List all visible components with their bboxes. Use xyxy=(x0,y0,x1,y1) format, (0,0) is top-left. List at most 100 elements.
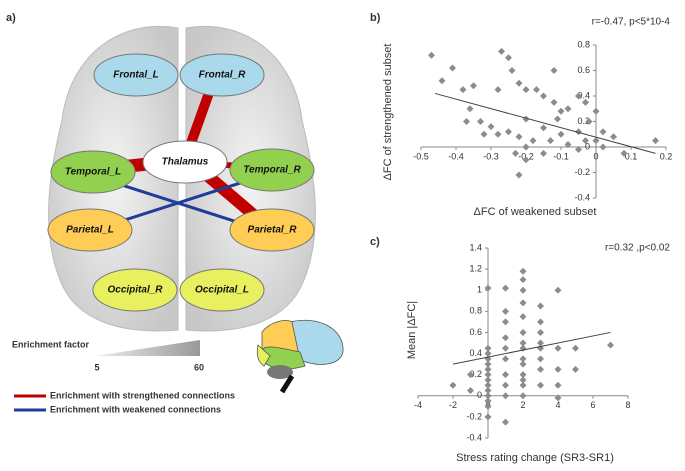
x-tick-label: 8 xyxy=(625,400,630,410)
node-label: Occipital_L xyxy=(195,285,249,296)
y-tick-label: -0.4 xyxy=(466,432,482,442)
x-tick-label: -4 xyxy=(414,400,422,410)
y-tick-label: -0.2 xyxy=(466,411,482,421)
x-tick-label: 4 xyxy=(555,400,560,410)
point xyxy=(428,51,435,59)
node xyxy=(229,148,315,192)
y-tick-label: 0.2 xyxy=(469,369,482,379)
point xyxy=(502,371,509,379)
panel-label: c) xyxy=(370,236,380,248)
point xyxy=(519,381,527,389)
point xyxy=(515,133,523,141)
point xyxy=(554,394,562,402)
y-tick-label: 0.2 xyxy=(577,116,590,126)
point xyxy=(572,365,579,373)
legend-title: Enrichment factor xyxy=(12,339,90,349)
point xyxy=(575,146,582,154)
panel-label: a) xyxy=(6,12,16,24)
point xyxy=(537,381,544,389)
point xyxy=(537,318,544,326)
node-label: Occipital_R xyxy=(107,285,163,296)
point xyxy=(554,115,561,123)
point xyxy=(512,149,519,157)
point xyxy=(502,344,509,352)
x-axis-label: Stress rating change (SR3-SR1) xyxy=(456,452,614,464)
node-label: Temporal_R xyxy=(243,165,301,176)
point xyxy=(592,137,600,145)
point xyxy=(564,105,572,113)
point xyxy=(592,107,600,115)
y-tick-label: 0 xyxy=(477,390,482,400)
node-label: Temporal_L xyxy=(65,167,121,178)
legend-label: Enrichment with strengthened connections xyxy=(50,390,235,400)
point xyxy=(459,86,467,94)
x-tick-label: -0.3 xyxy=(483,151,499,161)
point xyxy=(463,118,470,125)
node xyxy=(93,53,179,97)
point xyxy=(484,397,492,405)
point xyxy=(607,341,614,349)
point xyxy=(540,149,547,157)
point xyxy=(522,86,530,94)
x-tick-label: -0.1 xyxy=(553,151,569,161)
node-label: Frontal_L xyxy=(113,70,159,81)
point xyxy=(582,98,589,106)
point xyxy=(554,286,562,294)
point xyxy=(467,387,474,394)
point xyxy=(537,365,544,373)
node xyxy=(50,150,136,194)
y-tick-label: 0.6 xyxy=(577,65,590,75)
point xyxy=(537,328,544,336)
y-tick-label: 0 xyxy=(585,141,590,151)
point xyxy=(438,77,446,85)
node-label: Parietal_L xyxy=(66,225,114,236)
point xyxy=(484,402,492,410)
point xyxy=(502,392,509,400)
point xyxy=(508,67,516,74)
point xyxy=(470,82,477,90)
point xyxy=(522,156,530,164)
point xyxy=(484,371,492,379)
x-tick-label: -0.5 xyxy=(413,151,429,161)
point xyxy=(522,143,530,151)
point xyxy=(484,387,492,394)
point xyxy=(540,92,547,100)
point xyxy=(550,98,558,106)
point xyxy=(564,140,572,148)
point xyxy=(599,128,607,136)
enrichment-scale xyxy=(95,340,200,356)
point xyxy=(519,276,527,284)
point xyxy=(540,124,547,132)
point xyxy=(502,284,509,292)
scale-max: 60 xyxy=(194,362,204,372)
panel-label: b) xyxy=(370,12,381,24)
point xyxy=(575,92,582,100)
point xyxy=(554,365,562,373)
point xyxy=(466,105,474,113)
scale-min: 5 xyxy=(94,362,99,372)
point xyxy=(484,365,492,373)
point xyxy=(484,350,492,358)
point xyxy=(484,381,492,389)
point xyxy=(519,267,527,275)
point xyxy=(550,67,558,74)
point xyxy=(519,339,527,347)
point xyxy=(484,376,492,384)
point xyxy=(484,392,492,400)
point xyxy=(537,339,544,347)
point xyxy=(519,371,527,379)
point xyxy=(529,137,537,145)
x-tick-label: 2 xyxy=(520,400,525,410)
point xyxy=(620,149,628,157)
node-label: Frontal_R xyxy=(199,70,246,81)
point xyxy=(494,130,502,138)
point xyxy=(505,54,512,62)
point xyxy=(494,86,502,94)
point xyxy=(467,371,474,379)
x-tick-label: -2 xyxy=(449,400,457,410)
y-tick-label: 0.8 xyxy=(469,306,482,316)
point xyxy=(484,284,492,292)
y-tick-label: 0.6 xyxy=(469,327,482,337)
y-tick-label: 1.2 xyxy=(469,263,482,273)
point xyxy=(537,355,544,363)
